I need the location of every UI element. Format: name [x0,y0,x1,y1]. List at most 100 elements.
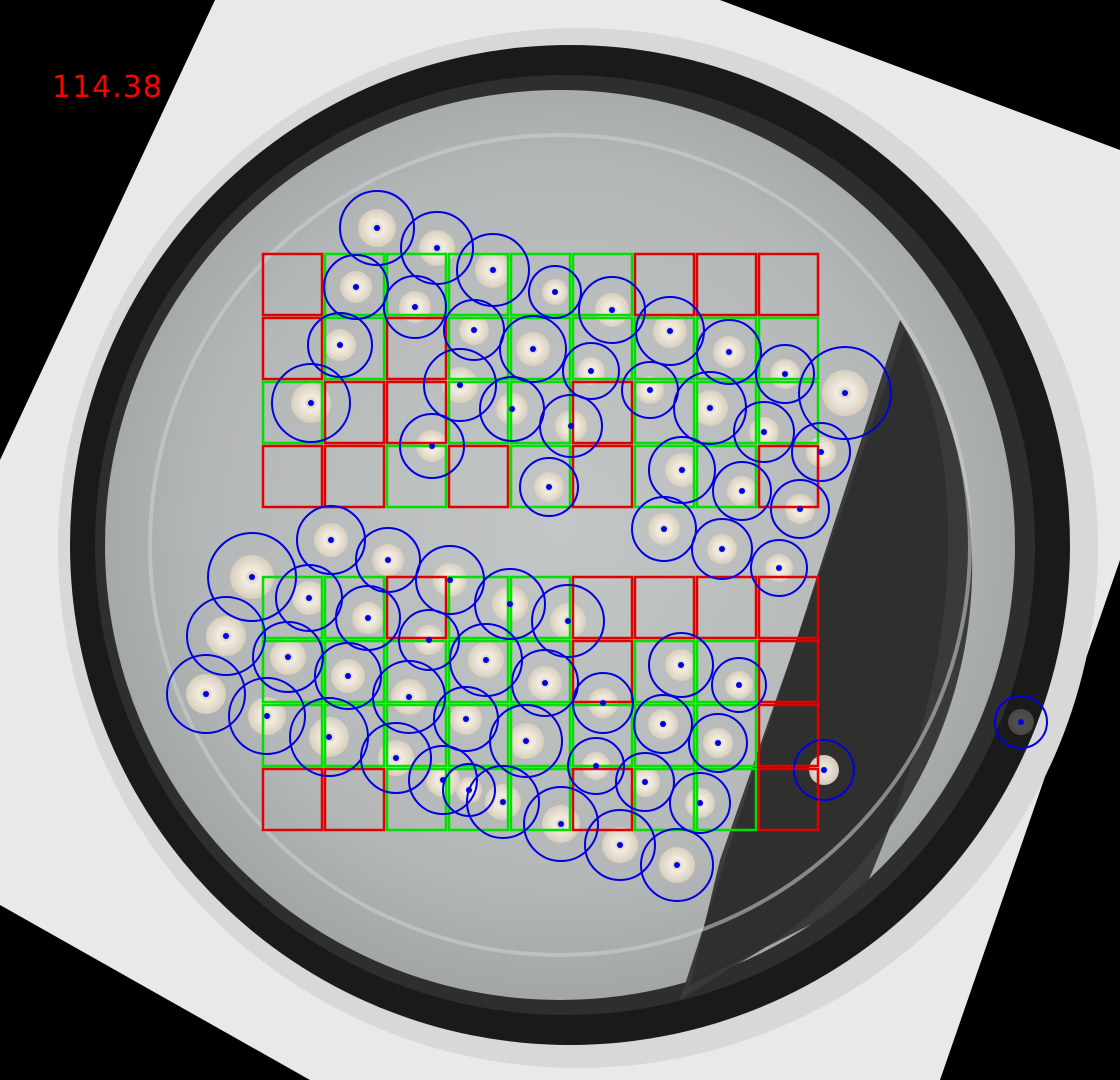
colony-marker-ring [539,394,603,458]
colony-markers-layer [166,190,1048,902]
score-readout: 114.38 [52,70,163,105]
grid-cell-positive [261,703,324,768]
colony-marker-dot [500,799,506,805]
grid-cell-positive [509,639,572,704]
colony-marker-dot [818,449,824,455]
colony-marker-dot [285,654,291,660]
colony-marker-ring [207,532,297,622]
colony-marker-dot [466,787,472,793]
colony-marker-ring [578,276,646,344]
grid-cell-positive [633,703,696,768]
grid-cell-positive [385,767,448,832]
colony-marker-ring [499,315,567,383]
grid-cell-positive [261,575,324,640]
colony-marker-dot [761,429,767,435]
grid-cell-negative [571,575,634,640]
grid-cell-positive [261,639,324,704]
colony-marker-dot [739,488,745,494]
grid-cell-negative [385,380,448,445]
grid-cell-positive [695,767,758,832]
grid-cell-positive [633,639,696,704]
colony-marker-dot [558,821,564,827]
grid-cell-positive [447,252,510,317]
grid-cell-negative [571,444,634,509]
colony-marker-dot [546,484,552,490]
colony-marker-ring [572,672,634,734]
colony-marker-ring [314,642,382,710]
colony-marker-dot [715,740,721,746]
grid-cell-positive [633,444,696,509]
colony-marker-ring [511,649,579,717]
colony-marker-ring [711,657,767,713]
colony-marker-dot [660,721,666,727]
colony-marker-dot [642,779,648,785]
grid-cell-positive [509,703,572,768]
colony-marker-ring [688,713,748,773]
grid-cell-positive [633,316,696,381]
grid-cell-negative [261,767,324,832]
colony-marker-ring [466,765,540,839]
colony-marker-dot [776,565,782,571]
grid-cell-positive [509,575,572,640]
colony-marker-dot [568,423,574,429]
colony-marker-ring [360,722,432,794]
colony-marker-dot [412,304,418,310]
colony-marker-ring [648,632,714,698]
colony-marker-ring [186,596,266,676]
grid-cell-positive [509,252,572,317]
grid-cell-negative [261,444,324,509]
grid-cell-positive [633,767,696,832]
grid-cell-positive [509,767,572,832]
grid-cell-negative [323,767,386,832]
colony-marker-ring [755,344,815,404]
colony-marker-ring [271,363,351,443]
grid-cell-positive [447,639,510,704]
grid-cell-negative [323,380,386,445]
colony-marker-ring [339,190,415,266]
grid-cell-negative [757,444,820,509]
colony-marker-ring [691,518,753,580]
colony-marker-dot [726,349,732,355]
grid-cell-positive [509,316,572,381]
grid-cell-negative [757,639,820,704]
colony-marker-dot [483,657,489,663]
colony-marker-ring [733,401,795,463]
colony-marker-dot [306,595,312,601]
grid-cell-negative [447,444,510,509]
grid-cell-negative [385,316,448,381]
colony-marker-ring [323,254,389,320]
colony-marker-dot [600,700,606,706]
colony-marker-dot [588,368,594,374]
grid-cell-negative [695,252,758,317]
colony-marker-dot [542,680,548,686]
colony-marker-dot [1018,719,1024,725]
colony-marker-ring [372,660,446,734]
colony-marker-dot [328,537,334,543]
colony-marker-ring [615,752,675,812]
colony-marker-dot [842,390,848,396]
colony-marker-dot [429,443,435,449]
colony-marker-dot [326,734,332,740]
colony-marker-dot [406,694,412,700]
colony-marker-ring [523,786,599,862]
colony-marker-ring [531,584,605,658]
colony-marker-dot [736,682,742,688]
grid-cell-positive [757,316,820,381]
colony-marker-ring [712,461,772,521]
colony-marker-ring [562,342,620,400]
colony-marker-ring [669,772,731,834]
colony-marker-ring [443,299,505,361]
colony-marker-ring [474,568,546,640]
colony-marker-ring [584,809,656,881]
colony-marker-dot [457,382,463,388]
colony-marker-dot [463,716,469,722]
grid-cell-positive [695,703,758,768]
colony-marker-dot [447,577,453,583]
grid-cell-positive [447,767,510,832]
colony-marker-ring [228,677,306,755]
colony-marker-ring [252,621,324,693]
colony-marker-dot [434,245,440,251]
colony-marker-dot [353,284,359,290]
grid-cell-positive [695,380,758,445]
colony-marker-dot [661,526,667,532]
